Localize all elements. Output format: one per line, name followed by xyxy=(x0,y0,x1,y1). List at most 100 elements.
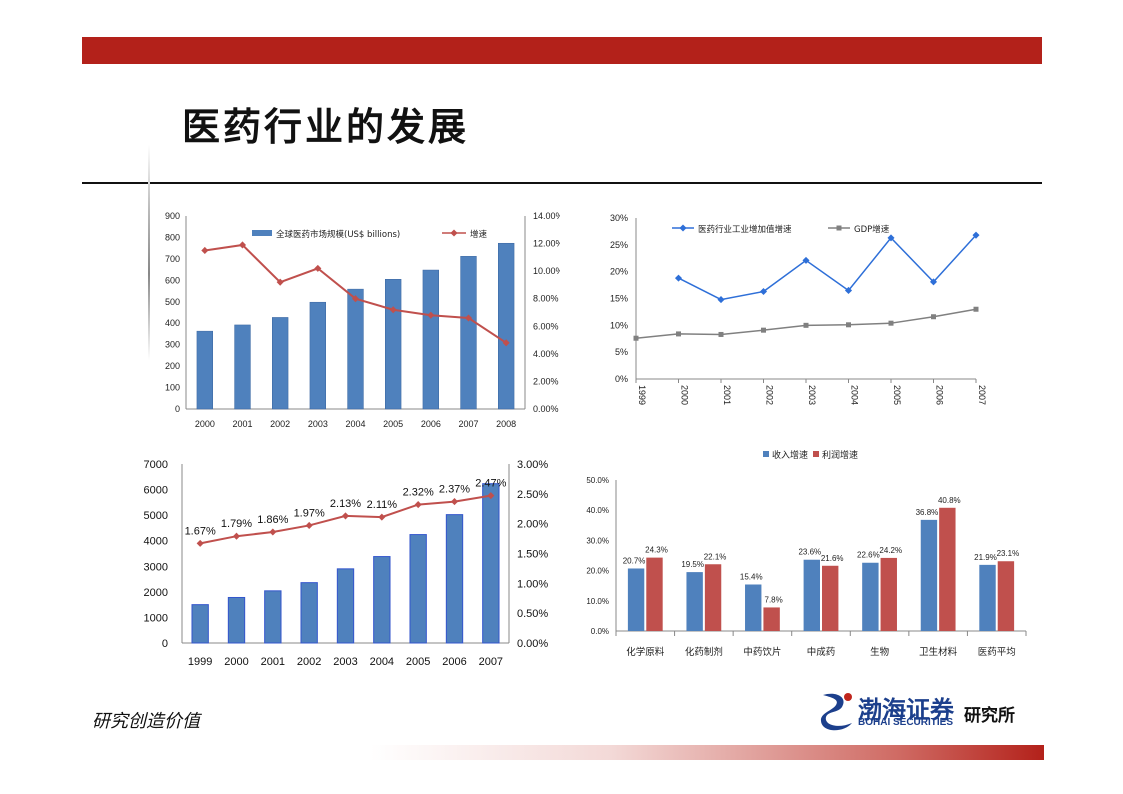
x-tick-label: 2007 xyxy=(479,656,503,668)
y-tick-label-left: 6000 xyxy=(144,485,168,497)
x-tick-label: 化药制剂 xyxy=(685,646,723,658)
x-tick-label: 2004 xyxy=(345,419,365,429)
y-tick-label: 0% xyxy=(615,374,628,384)
data-label: 2.47% xyxy=(475,478,506,490)
bar-profit xyxy=(822,565,839,631)
y-tick-label: 5% xyxy=(615,347,628,357)
chart-segment-growth: 0.0% 10.0% 20.0% 30.0% 40.0% 50.0% 20.7%24.3% 化… xyxy=(586,449,1027,658)
legend-label-bar: 全球医药市场规模(US$ billions) xyxy=(276,229,400,240)
y-tick-label-left: 7000 xyxy=(144,459,168,471)
y-tick-label-left: 4000 xyxy=(144,536,168,548)
x-tick-label: 2002 xyxy=(270,419,290,429)
x-tick-label: 2003 xyxy=(807,385,817,405)
y-tick-label: 30% xyxy=(610,213,628,223)
x-tick-label: 1999 xyxy=(637,385,647,405)
legend-label-profit: 利润增速 xyxy=(822,449,858,461)
bar xyxy=(309,301,326,410)
bar-revenue xyxy=(745,584,762,631)
line-point-industry xyxy=(802,256,810,264)
y-tick-label-left: 0 xyxy=(162,638,168,650)
bar-profit xyxy=(704,564,722,631)
x-tick-label: 2004 xyxy=(850,385,860,405)
y-tick-label: 50.0% xyxy=(586,476,609,485)
line-point xyxy=(450,498,459,506)
bar xyxy=(196,330,213,410)
y-tick-label-right: 0.00% xyxy=(533,404,559,414)
y-tick-label-left: 400 xyxy=(165,318,180,328)
x-tick-label: 2005 xyxy=(406,656,430,668)
legend-label-industry: 医药行业工业增加值增速 xyxy=(698,224,792,235)
y-tick-label-right: 10.00% xyxy=(533,266,560,276)
data-label: 1.79% xyxy=(221,518,252,530)
bar xyxy=(373,556,391,644)
title-divider xyxy=(82,182,1042,184)
bar-revenue xyxy=(862,562,879,631)
bar xyxy=(336,568,355,644)
x-tick-label: 2000 xyxy=(680,385,690,405)
line-point-gdp xyxy=(761,327,766,333)
x-tick-label: 2006 xyxy=(935,385,945,405)
line-point-gdp xyxy=(803,322,809,328)
bar-revenue xyxy=(803,559,820,631)
data-label-profit: 24.2% xyxy=(879,546,902,555)
line-point-industry xyxy=(844,286,853,294)
bar xyxy=(498,242,515,410)
line-point-gdp xyxy=(633,335,639,341)
data-label-revenue: 21.9% xyxy=(974,553,997,562)
x-tick-label: 2001 xyxy=(722,385,732,405)
data-label-revenue: 23.6% xyxy=(798,548,821,557)
x-tick-label: 中成药 xyxy=(807,646,836,658)
data-label: 2.13% xyxy=(330,498,361,510)
bar xyxy=(234,324,251,410)
y-tick-label: 20% xyxy=(610,267,628,277)
y-tick-label-right: 3.00% xyxy=(517,459,548,471)
line-point xyxy=(389,306,397,314)
y-tick-label: 20.0% xyxy=(586,567,609,576)
footer-bar xyxy=(82,745,1044,760)
bar-profit xyxy=(763,607,780,631)
logo-name-cn: 渤海证券 xyxy=(858,696,954,724)
chart-pharma-share: 0 1000 2000 3000 4000 5000 6000 7000 0.00% 0.50% 1… xyxy=(144,459,549,668)
legend-marker-gdp xyxy=(836,225,842,231)
x-tick-label: 生物 xyxy=(870,646,890,658)
x-tick-label: 中药饮片 xyxy=(743,646,781,658)
bar-revenue xyxy=(920,519,938,631)
y-tick-label-left: 5000 xyxy=(144,510,168,522)
y-tick-label: 10.0% xyxy=(586,597,609,606)
bar xyxy=(191,604,209,644)
bar xyxy=(385,279,402,410)
y-tick-label-left: 700 xyxy=(165,254,180,264)
data-label-profit: 23.1% xyxy=(997,549,1020,558)
y-tick-label-right: 2.00% xyxy=(517,519,548,531)
line-point-industry xyxy=(759,287,768,296)
data-label-profit: 40.8% xyxy=(938,496,961,505)
line-point-industry xyxy=(887,234,895,242)
line-point-gdp xyxy=(718,331,724,337)
data-label-profit: 7.8% xyxy=(765,595,783,604)
logo-institute: 研究所 xyxy=(964,706,1015,726)
y-tick-label: 15% xyxy=(610,294,628,304)
bar xyxy=(347,288,364,410)
y-tick-label-left: 100 xyxy=(165,383,180,393)
bar-revenue xyxy=(979,564,996,631)
line-point xyxy=(269,528,277,536)
bar xyxy=(300,582,318,644)
y-tick-label-right: 4.00% xyxy=(533,349,559,359)
y-tick-label-left: 900 xyxy=(165,211,180,221)
x-tick-label: 2002 xyxy=(297,656,321,668)
bar-profit xyxy=(646,557,663,631)
y-tick-label-left: 0 xyxy=(175,404,180,414)
x-tick-label: 2003 xyxy=(308,419,328,429)
data-label: 2.32% xyxy=(403,487,434,499)
line-point-industry xyxy=(929,278,938,286)
bar xyxy=(272,317,289,410)
y-tick-label-left: 800 xyxy=(165,232,180,242)
data-label: 1.97% xyxy=(294,507,325,519)
x-tick-label: 2002 xyxy=(765,385,775,405)
bar-profit xyxy=(939,507,956,631)
x-tick-label: 化学原料 xyxy=(626,646,665,658)
bar-profit xyxy=(880,557,897,631)
line-point-industry xyxy=(972,231,980,239)
bar xyxy=(460,256,477,410)
line-point-gdp xyxy=(931,314,936,320)
